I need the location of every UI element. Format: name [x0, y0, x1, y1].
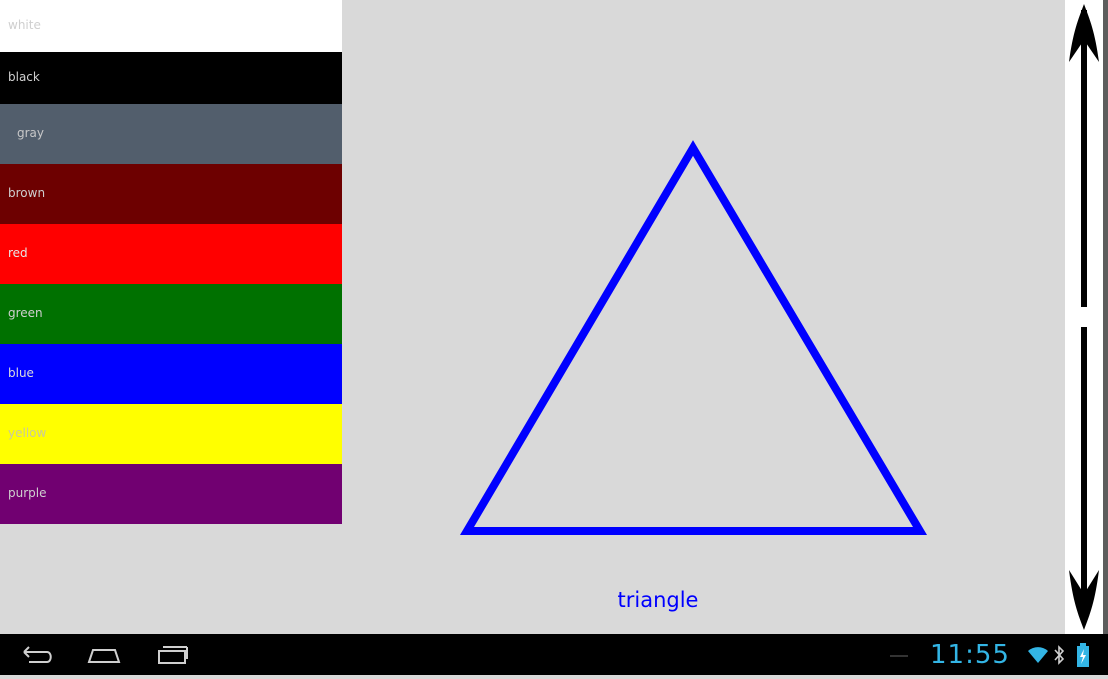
color-item-label: red [8, 246, 28, 260]
color-item-label: black [8, 70, 40, 84]
color-item-label: gray [17, 126, 45, 140]
color-item-label: purple [8, 486, 47, 500]
color-item-label: green [8, 306, 43, 320]
shape-label: triangle [617, 588, 699, 612]
scroll-down-arrow-icon[interactable] [1069, 327, 1099, 630]
back-button[interactable] [14, 634, 54, 675]
color-item-red[interactable]: red [0, 224, 342, 284]
battery-charging-icon [1077, 643, 1089, 667]
recents-icon [158, 646, 188, 664]
status-clock: 11:55 [930, 640, 1010, 670]
color-item-green[interactable]: green [0, 284, 342, 344]
vertical-scrollbar[interactable] [1065, 0, 1103, 634]
color-item-white[interactable]: white [0, 0, 342, 52]
color-item-purple[interactable]: purple [0, 464, 342, 524]
color-item-yellow[interactable]: yellow [0, 404, 342, 464]
color-item-label: brown [8, 186, 46, 200]
home-button[interactable] [85, 634, 125, 675]
system-navigation-bar [0, 634, 1108, 675]
recents-button[interactable] [153, 634, 193, 675]
wifi-icon [1028, 647, 1048, 663]
color-item-gray[interactable]: gray [0, 104, 342, 164]
notification-dash-icon [890, 655, 908, 657]
home-icon [87, 649, 121, 663]
color-item-blue[interactable]: blue [0, 344, 342, 404]
shape-drawing [459, 140, 928, 535]
color-item-label: yellow [8, 426, 47, 440]
bluetooth-icon [1054, 645, 1065, 665]
screen-edge [1103, 0, 1108, 634]
color-item-black[interactable]: black [0, 52, 342, 104]
drawing-canvas[interactable]: triangle [343, 0, 1065, 634]
scroll-up-arrow-icon[interactable] [1069, 4, 1099, 307]
color-item-label: blue [8, 366, 34, 380]
triangle-shape [459, 140, 928, 535]
color-item-label: white [8, 18, 41, 32]
color-list: white black gray brown red green blue yellow pur… [0, 0, 342, 524]
color-item-brown[interactable]: brown [0, 164, 342, 224]
back-icon [23, 646, 52, 663]
scroll-arrows [1069, 4, 1099, 630]
